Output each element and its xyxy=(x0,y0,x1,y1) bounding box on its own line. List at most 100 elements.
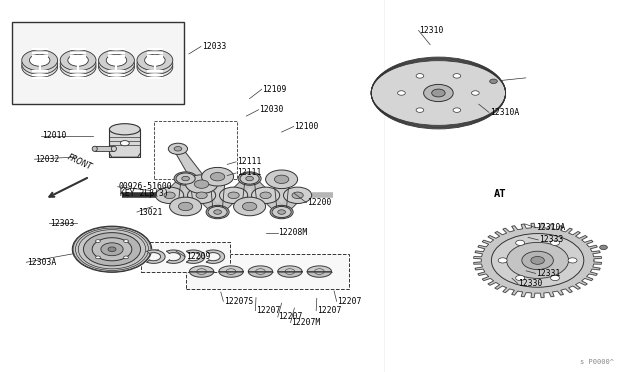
Circle shape xyxy=(243,202,257,211)
Circle shape xyxy=(266,170,298,189)
Circle shape xyxy=(174,147,182,151)
Circle shape xyxy=(179,202,193,211)
Circle shape xyxy=(498,258,507,263)
Text: 12310A: 12310A xyxy=(490,108,519,117)
Circle shape xyxy=(156,187,184,203)
Circle shape xyxy=(168,143,188,154)
Circle shape xyxy=(516,275,525,280)
Circle shape xyxy=(29,54,50,66)
Circle shape xyxy=(522,251,554,270)
Circle shape xyxy=(92,238,132,261)
Circle shape xyxy=(99,54,134,74)
Circle shape xyxy=(83,232,141,266)
Text: 12207: 12207 xyxy=(317,306,341,315)
Text: 12310: 12310 xyxy=(419,26,444,35)
Circle shape xyxy=(22,50,58,71)
Circle shape xyxy=(240,173,259,184)
Circle shape xyxy=(397,91,405,95)
Circle shape xyxy=(292,192,303,199)
Text: 12303: 12303 xyxy=(50,219,74,228)
Circle shape xyxy=(68,61,88,73)
Text: s P0000^: s P0000^ xyxy=(580,359,614,365)
Circle shape xyxy=(284,187,312,203)
Text: AT: AT xyxy=(494,189,507,199)
Circle shape xyxy=(145,58,165,70)
Polygon shape xyxy=(226,179,256,195)
Circle shape xyxy=(568,258,577,263)
Circle shape xyxy=(234,197,266,216)
Circle shape xyxy=(490,79,497,83)
Circle shape xyxy=(108,247,116,251)
Polygon shape xyxy=(194,195,224,212)
Text: 12330: 12330 xyxy=(518,279,543,288)
Circle shape xyxy=(260,192,271,199)
Circle shape xyxy=(174,172,197,185)
Text: 12333: 12333 xyxy=(539,235,563,244)
Bar xyxy=(109,129,140,157)
Text: KEY 2Lβ(3): KEY 2Lβ(3) xyxy=(120,189,169,198)
Text: 12331: 12331 xyxy=(536,269,561,278)
Circle shape xyxy=(176,173,195,184)
Circle shape xyxy=(170,197,202,216)
Circle shape xyxy=(22,54,58,74)
Circle shape xyxy=(270,205,293,219)
Circle shape xyxy=(164,192,175,199)
Polygon shape xyxy=(248,272,273,277)
Circle shape xyxy=(550,275,559,280)
Circle shape xyxy=(245,176,254,181)
Text: 12207: 12207 xyxy=(337,297,362,306)
Text: 12200: 12200 xyxy=(307,198,332,207)
Circle shape xyxy=(182,176,189,181)
Circle shape xyxy=(68,58,88,70)
Text: 12207: 12207 xyxy=(256,306,280,315)
Polygon shape xyxy=(166,250,185,263)
Circle shape xyxy=(213,209,222,215)
Bar xyxy=(12,22,184,104)
Text: 12207M: 12207M xyxy=(291,318,321,327)
Circle shape xyxy=(124,240,129,243)
Circle shape xyxy=(214,210,221,214)
Polygon shape xyxy=(219,272,243,277)
Ellipse shape xyxy=(111,146,116,151)
Circle shape xyxy=(453,108,461,112)
Circle shape xyxy=(275,175,289,183)
Polygon shape xyxy=(242,179,257,206)
Circle shape xyxy=(124,256,129,259)
Circle shape xyxy=(246,176,253,181)
Circle shape xyxy=(252,187,280,203)
Circle shape xyxy=(60,50,96,71)
Circle shape xyxy=(186,175,218,193)
Circle shape xyxy=(101,243,123,256)
Bar xyxy=(141,242,230,272)
Circle shape xyxy=(432,89,445,97)
Circle shape xyxy=(72,226,152,272)
Circle shape xyxy=(99,57,134,77)
Circle shape xyxy=(206,205,229,219)
Circle shape xyxy=(181,176,190,181)
Circle shape xyxy=(196,192,207,199)
Circle shape xyxy=(22,57,58,77)
Circle shape xyxy=(416,108,424,112)
Text: 12209: 12209 xyxy=(186,252,210,261)
Ellipse shape xyxy=(92,146,97,151)
Circle shape xyxy=(202,167,234,186)
Polygon shape xyxy=(307,272,332,277)
Circle shape xyxy=(600,245,607,250)
Circle shape xyxy=(60,54,96,74)
Polygon shape xyxy=(243,179,273,195)
Polygon shape xyxy=(219,266,243,272)
Circle shape xyxy=(492,234,584,287)
Text: 12032: 12032 xyxy=(35,155,60,164)
Circle shape xyxy=(145,61,165,73)
Polygon shape xyxy=(474,223,602,298)
Polygon shape xyxy=(162,179,192,195)
Circle shape xyxy=(531,256,545,264)
Circle shape xyxy=(137,57,173,77)
Polygon shape xyxy=(307,266,332,272)
Polygon shape xyxy=(248,266,273,272)
Bar xyxy=(95,146,114,151)
Polygon shape xyxy=(211,195,241,212)
Polygon shape xyxy=(189,266,214,272)
Text: 12033: 12033 xyxy=(202,42,226,51)
Circle shape xyxy=(278,210,285,214)
